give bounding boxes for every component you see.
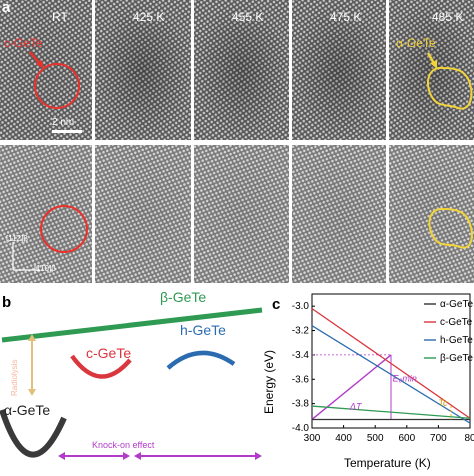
plot-frame [311,293,471,429]
panel-a-letter: a [2,0,11,16]
temp-label-475: 475 K [330,10,362,24]
temp-label-485: 485 K [432,10,464,24]
c-gete-label-b: c-GeTe [86,345,132,361]
scale-bar-label: 2 nm [52,117,75,128]
x-tick-label: 600 [398,433,415,444]
series-line-3 [311,405,471,419]
y-tick-label: -4.0 [292,423,310,434]
y-tick-label: -3.8 [292,399,310,410]
c-gete-well [70,354,132,379]
y-tick-label: -3.2 [292,326,310,337]
tem-image-tile [389,145,474,283]
x-tick-label: 400 [335,433,352,444]
emin-label: E₀min [393,374,417,384]
temp-label-425: 425 K [133,10,165,24]
knock-on-label: Knock-on effect [92,440,155,450]
zone-axis-label-2: [11̄0]β [34,264,56,273]
alpha-gete-label-b: α-GeTe [4,402,51,418]
h-gete-well [166,350,236,370]
legend-label: h-GeTe [440,335,473,346]
tem-image-tile [95,0,191,140]
zone-axis-label-1: [11̄2]β [6,234,28,243]
radiolysis-label: Radiolysis [10,359,19,396]
x-tick-label: 500 [367,433,384,444]
y-tick-label: -3.0 [292,301,310,312]
tem-image-tile [0,0,92,140]
series-line-2 [311,325,471,424]
tem-image-tile [292,145,386,283]
chart-c-ylabel: Energy (eV) [262,349,276,414]
x-tick-label: 300 [304,433,321,444]
chart-c-xlabel: Temperature (K) [344,456,431,470]
tem-image-tile [0,145,92,283]
y-tick-label: -3.4 [292,350,310,361]
series-line-1 [311,308,471,419]
h-gete-label: h-GeTe [180,322,226,338]
panel-b-letter: b [2,294,12,311]
legend-label: c-GeTe [440,317,473,328]
alpha-gete-label: α-GeTe [396,36,436,50]
c-gete-label: c-GeTe [4,36,43,50]
x-tick-label: 700 [430,433,447,444]
tem-image-tile [194,145,289,283]
temp-label-rt: RT [52,10,68,24]
legend-label: β-GeTe [440,353,473,364]
deltaT-label: ΔT [349,402,363,412]
temp-label-455: 455 K [232,10,264,24]
alpha-gete-well [0,409,67,458]
x-tick-label: 80 [464,433,474,444]
tem-image-tile [95,145,191,283]
tc-label: Tc [438,398,448,408]
panel-c-letter: c [272,296,281,313]
y-tick-label: -3.6 [292,374,310,385]
tem-image-tile [194,0,289,140]
beta-gete-label: β-GeTe [160,289,207,305]
tem-image-tile [292,0,386,140]
beta-gete-level [1,307,263,343]
legend-label: α-GeTe [440,299,473,310]
